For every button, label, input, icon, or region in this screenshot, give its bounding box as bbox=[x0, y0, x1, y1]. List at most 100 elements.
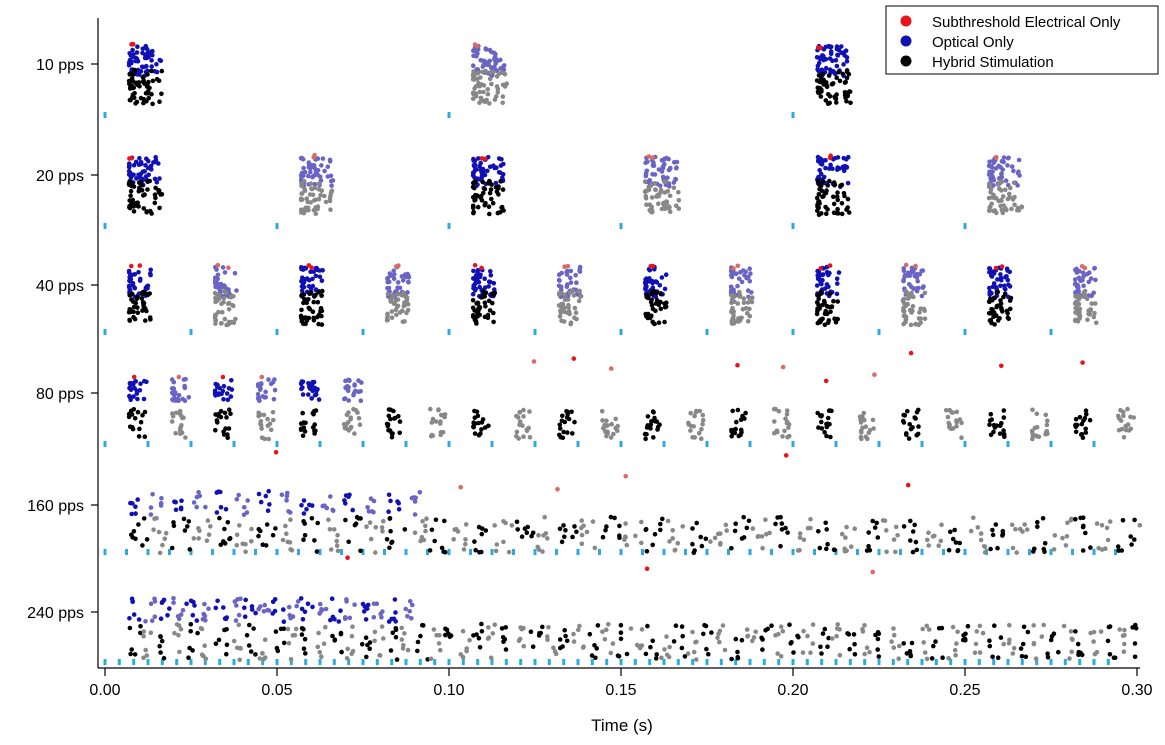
legend-box bbox=[885, 5, 1159, 75]
spike-dot bbox=[310, 309, 316, 315]
spike-dot bbox=[1082, 288, 1088, 294]
spike-dot bbox=[737, 289, 742, 295]
spike-dot bbox=[196, 490, 201, 495]
spike-dot bbox=[843, 48, 849, 53]
spike-dot bbox=[1035, 519, 1040, 525]
spike-dot bbox=[1121, 413, 1126, 419]
spike-dot bbox=[308, 169, 313, 175]
spike-dot bbox=[529, 533, 534, 539]
spike-dot bbox=[700, 417, 706, 423]
spike-dot bbox=[816, 192, 822, 197]
spike-dot bbox=[664, 155, 669, 161]
spike-dot bbox=[352, 602, 357, 607]
spike-dot bbox=[481, 186, 487, 191]
spike-dot bbox=[358, 548, 363, 554]
spike-dot bbox=[351, 392, 356, 398]
spike-dot bbox=[828, 434, 833, 440]
spike-dot bbox=[242, 605, 247, 611]
spike-dot bbox=[749, 290, 754, 295]
spike-dot bbox=[484, 97, 489, 103]
spike-dot bbox=[1011, 180, 1017, 185]
spike-dot bbox=[562, 628, 567, 633]
spike-dot bbox=[735, 362, 740, 368]
spike-dot bbox=[257, 656, 263, 661]
spike-dot bbox=[699, 543, 705, 549]
stimulus-marker bbox=[547, 659, 551, 665]
spike-dot bbox=[700, 412, 706, 418]
spike-dot bbox=[1073, 310, 1078, 315]
spike-dot bbox=[662, 304, 668, 310]
spike-dot bbox=[152, 599, 158, 604]
spike-dot bbox=[817, 201, 822, 206]
spike-dot bbox=[587, 631, 593, 637]
spike-dot bbox=[307, 386, 313, 391]
spike-dot bbox=[265, 508, 271, 513]
spike-dot bbox=[565, 409, 570, 415]
spike-dot bbox=[555, 486, 560, 492]
spike-dot bbox=[128, 180, 134, 185]
spike-dot bbox=[940, 655, 945, 660]
stimulus-marker bbox=[762, 659, 766, 665]
spike-dot bbox=[364, 654, 369, 660]
stimulus-marker bbox=[189, 329, 193, 335]
spike-dot bbox=[258, 528, 263, 534]
spike-dot bbox=[425, 657, 430, 662]
spike-dot bbox=[521, 625, 526, 631]
spike-dot bbox=[126, 284, 132, 290]
spike-dot bbox=[741, 514, 746, 520]
spike-dot bbox=[839, 44, 844, 49]
spike-dot bbox=[131, 72, 136, 77]
spike-dot bbox=[319, 654, 324, 659]
spike-dot bbox=[662, 190, 668, 195]
spike-dot bbox=[690, 526, 695, 531]
spike-dot bbox=[1020, 641, 1026, 647]
spike-dot bbox=[858, 434, 864, 440]
spike-dot bbox=[136, 269, 141, 275]
spike-dot bbox=[452, 527, 458, 532]
spike-dot bbox=[667, 193, 673, 199]
spike-dot bbox=[148, 512, 154, 517]
spike-dot bbox=[848, 100, 853, 106]
stimulus-marker bbox=[748, 549, 752, 555]
spike-dot bbox=[829, 304, 835, 310]
spike-dot bbox=[199, 626, 205, 632]
spike-dot bbox=[1023, 654, 1029, 660]
spike-dot bbox=[571, 293, 577, 298]
spike-dot bbox=[399, 625, 405, 631]
spike-dot bbox=[999, 179, 1005, 184]
spike-dot bbox=[301, 300, 306, 306]
spike-dot bbox=[903, 288, 909, 294]
spike-dot bbox=[152, 176, 158, 182]
spike-dot bbox=[283, 523, 288, 529]
spike-dot bbox=[174, 410, 179, 416]
spike-dot bbox=[829, 636, 835, 641]
spike-dot bbox=[652, 181, 658, 186]
spike-dot bbox=[952, 647, 958, 653]
spike-dot bbox=[731, 289, 736, 295]
stimulus-marker bbox=[189, 659, 193, 665]
spike-dot bbox=[736, 276, 742, 282]
spike-dot bbox=[256, 491, 262, 497]
spike-dot bbox=[306, 315, 312, 321]
spike-dot bbox=[844, 157, 849, 162]
spike-dot bbox=[247, 622, 252, 628]
spike-dot bbox=[299, 155, 305, 161]
spike-dot bbox=[606, 622, 611, 627]
spike-dot bbox=[735, 263, 741, 269]
spike-dot bbox=[1069, 649, 1074, 655]
spike-dot bbox=[992, 208, 998, 213]
spike-dot bbox=[169, 545, 175, 551]
spike-dot bbox=[836, 47, 842, 53]
spike-dot bbox=[718, 531, 723, 536]
spike-dot bbox=[776, 408, 782, 414]
spike-dot bbox=[204, 538, 210, 544]
spike-dot bbox=[131, 162, 137, 168]
spike-dot bbox=[432, 538, 438, 544]
spike-dot bbox=[483, 304, 488, 309]
spike-dot bbox=[581, 523, 586, 529]
spike-dot bbox=[141, 304, 147, 310]
spike-dot bbox=[778, 543, 783, 549]
spike-dot bbox=[238, 645, 243, 651]
spike-dot bbox=[311, 315, 317, 321]
stimulus-marker bbox=[899, 549, 902, 555]
